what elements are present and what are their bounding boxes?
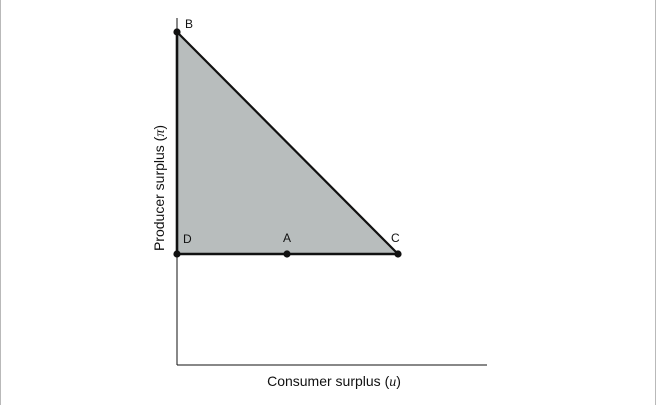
point-c [394,250,402,258]
point-b [173,28,181,36]
page-left-border [0,0,1,405]
label-b: B [185,17,193,31]
label-a: A [283,231,291,245]
label-c: C [391,231,400,245]
edge-b-c [176,31,399,255]
label-d: D [183,232,192,246]
point-a [283,250,291,258]
y-axis-label: Producer surplus (π) [151,125,168,251]
point-d [173,250,181,258]
x-axis-label: Consumer surplus (u) [267,373,401,390]
